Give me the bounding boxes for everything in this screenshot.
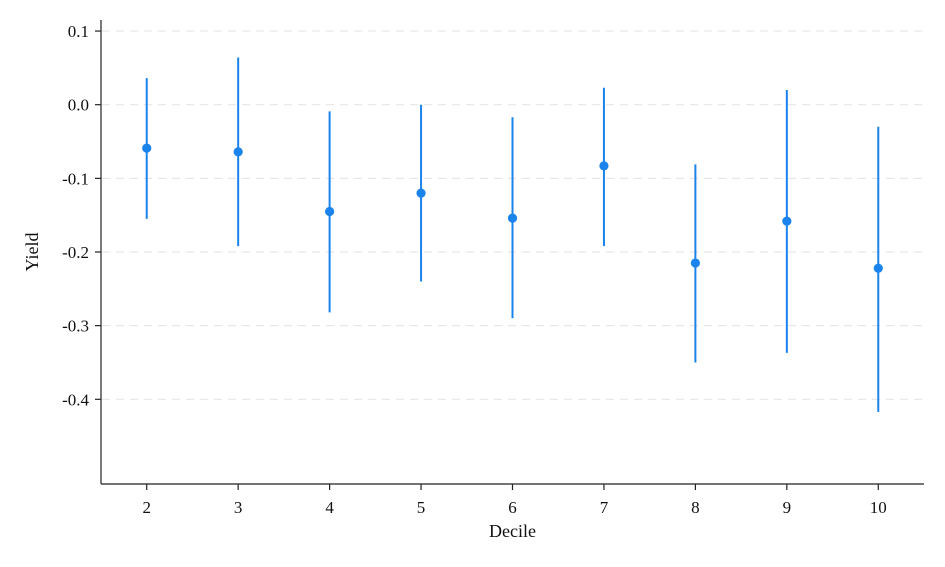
point-estimate [233, 147, 243, 157]
x-tick-label: 5 [417, 498, 426, 517]
y-tick-label: -0.4 [62, 390, 89, 409]
x-tick-label: 4 [325, 498, 334, 517]
point-estimate [690, 258, 700, 268]
point-estimate [325, 206, 335, 217]
y-tick-label: -0.2 [62, 243, 89, 262]
point-estimate [142, 143, 152, 153]
point-estimate [599, 161, 609, 171]
y-tick-label: 0.0 [68, 96, 89, 115]
point-estimate [873, 263, 883, 273]
point-estimate [782, 216, 792, 226]
x-tick-label: 8 [691, 498, 700, 517]
x-axis-title: Decile [489, 521, 536, 541]
y-tick-label: -0.1 [62, 169, 89, 188]
x-tick-label: 6 [508, 498, 517, 517]
y-tick-label: -0.3 [62, 317, 89, 336]
point-estimate [416, 188, 426, 198]
ticks: 0.1 0.0 -0.1 -0.2 -0.3 -0.4 2 3 4 5 6 7 8 9 10 [62, 22, 887, 517]
x-tick-label: 7 [600, 498, 609, 517]
x-tick-label: 10 [870, 498, 887, 517]
x-tick-label: 9 [783, 498, 792, 517]
x-tick-label: 2 [142, 498, 151, 517]
y-axis-title: Yield [22, 233, 42, 272]
y-tick-label: 0.1 [68, 22, 89, 41]
data-series [142, 57, 883, 412]
point-estimate [507, 213, 518, 223]
x-tick-label: 3 [234, 498, 243, 517]
